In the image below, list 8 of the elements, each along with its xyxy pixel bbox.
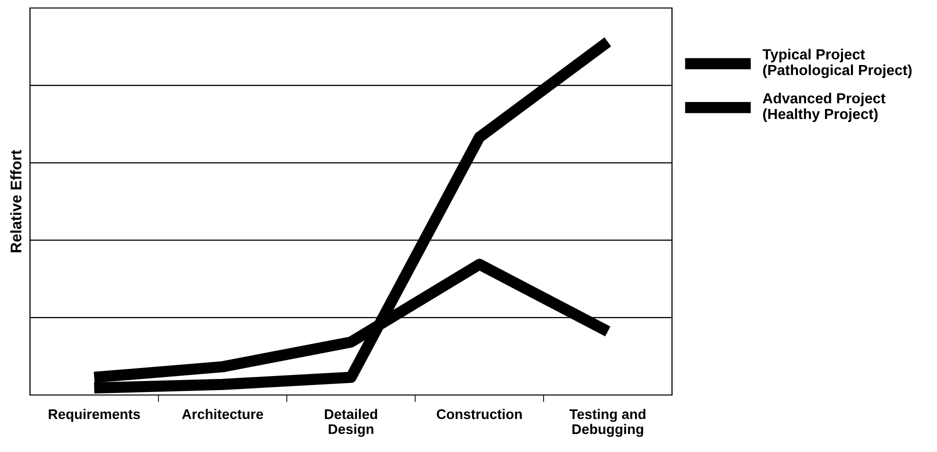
legend-label: Advanced Project (Healthy Project) xyxy=(762,92,886,122)
y-axis-title: Relative Effort xyxy=(10,150,22,252)
legend-label: Typical Project (Pathological Project) xyxy=(762,48,912,78)
x-tick-label: Detailed Design xyxy=(324,408,378,437)
x-tick-label: Architecture xyxy=(182,408,264,420)
x-tick-label: Construction xyxy=(436,408,522,420)
x-tick-label: Requirements xyxy=(48,408,140,422)
x-tick-label: Testing and Debugging xyxy=(570,408,646,437)
